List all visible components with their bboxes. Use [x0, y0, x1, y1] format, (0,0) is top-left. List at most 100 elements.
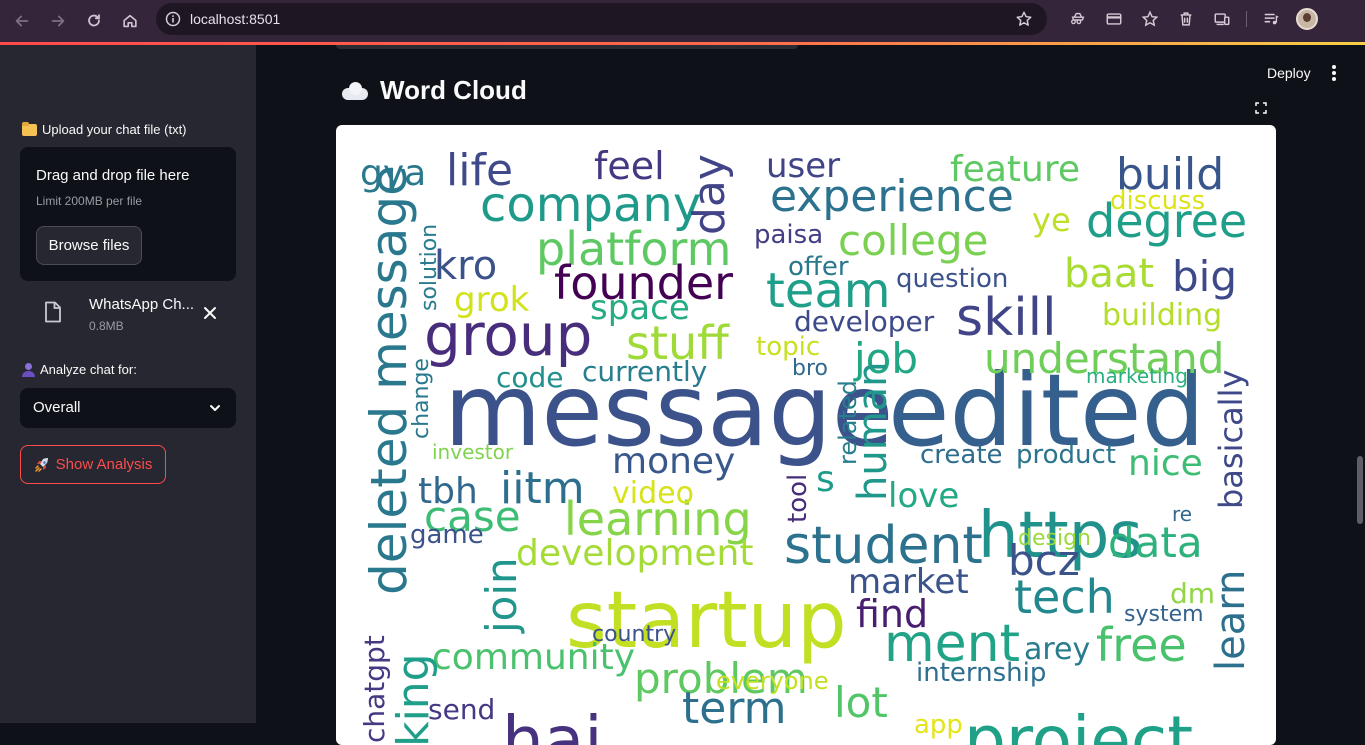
site-info-icon[interactable]	[156, 11, 190, 27]
word-cloud-word: bro	[792, 356, 828, 381]
devices-icon[interactable]	[1204, 3, 1240, 35]
word-cloud-word: free	[1096, 618, 1187, 672]
word-cloud-word: platform	[536, 222, 731, 276]
word-cloud-word: edited	[888, 352, 1205, 469]
analyze-label: Analyze chat for:	[22, 362, 137, 377]
bookmarks-icon[interactable]	[1132, 3, 1168, 35]
select-value: Overall	[33, 399, 81, 416]
word-cloud-word: baat	[1064, 251, 1154, 297]
analyze-label-text: Analyze chat for:	[40, 362, 137, 377]
address-bar[interactable]: localhost:8501	[156, 3, 1047, 35]
uploaded-file: WhatsApp Ch... 0.8MB	[20, 290, 236, 336]
word-cloud-word: marketing	[1086, 364, 1188, 388]
card-icon[interactable]	[1096, 3, 1132, 35]
remove-file-icon[interactable]	[200, 303, 220, 323]
word-cloud-word: skill	[956, 288, 1057, 348]
extension-icon[interactable]	[1060, 3, 1096, 35]
word-cloud-word: paisa	[754, 220, 823, 250]
word-cloud-word: app	[914, 710, 963, 740]
word-cloud-word: college	[838, 216, 988, 265]
word-cloud-word: term	[682, 683, 787, 734]
file-name: WhatsApp Ch...	[89, 296, 195, 313]
word-cloud-word: project	[964, 702, 1193, 745]
word-cloud-word: grok	[454, 280, 530, 320]
word-cloud-word: startup	[566, 576, 847, 666]
word-cloud-word: hai	[502, 702, 603, 745]
word-cloud-word: user	[766, 146, 840, 186]
word-cloud-word: offer	[788, 252, 849, 282]
profile-avatar[interactable]	[1289, 3, 1325, 35]
word-cloud-word: day	[684, 154, 735, 235]
word-cloud-word: problem	[634, 654, 808, 703]
word-cloud-word: human	[850, 361, 896, 501]
word-cloud-word: iitm	[500, 463, 585, 514]
word-cloud-word: big	[1172, 252, 1237, 301]
trash-icon[interactable]	[1168, 3, 1204, 35]
upload-label-text: Upload your chat file (txt)	[42, 122, 187, 137]
word-cloud-word: deleted message	[360, 165, 418, 595]
word-cloud-word: investor	[432, 440, 514, 464]
word-cloud-image: message edited startup https project hai stude…	[336, 125, 1276, 745]
word-cloud-word: join	[477, 557, 526, 634]
word-cloud-word: company	[480, 177, 701, 233]
word-cloud-word: feel	[594, 144, 665, 188]
word-cloud-word: life	[446, 145, 513, 196]
word-cloud-word: design	[1018, 526, 1091, 551]
sidebar: Upload your chat file (txt) Drag and dro…	[0, 45, 256, 723]
fullscreen-icon[interactable]	[1250, 97, 1272, 119]
word-cloud-word: bcz	[1008, 536, 1080, 585]
word-cloud-word: tech	[1014, 570, 1115, 624]
word-cloud-word: re	[1172, 502, 1192, 526]
word-cloud-word: feature	[950, 149, 1080, 190]
url-text: localhost:8501	[190, 11, 281, 27]
word-cloud-word: tool	[783, 474, 813, 523]
word-cloud-word: solution	[417, 224, 442, 311]
user-icon	[22, 362, 35, 377]
back-icon[interactable]	[4, 3, 40, 39]
media-queue-icon[interactable]	[1253, 3, 1289, 35]
word-cloud-word: ment	[884, 614, 1020, 674]
file-icon	[45, 301, 61, 323]
bookmark-star-icon[interactable]	[1015, 10, 1033, 33]
word-cloud-word: s	[816, 459, 835, 500]
word-cloud-word: ye	[1032, 201, 1071, 239]
word-cloud-word: arey	[1024, 632, 1090, 667]
word-cloud-word: discuss	[1110, 186, 1205, 216]
word-cloud-word: job	[853, 334, 918, 383]
word-cloud-word: everyone	[716, 667, 828, 695]
browser-toolbar: localhost:8501	[0, 0, 1365, 42]
file-dropzone[interactable]: Drag and drop file here Limit 200MB per …	[20, 147, 236, 281]
user-select[interactable]: Overall	[20, 388, 236, 428]
dropzone-title: Drag and drop file here	[36, 167, 190, 184]
word-cloud-word: related	[834, 380, 862, 465]
word-cloud-word: learn	[1208, 570, 1254, 671]
chevron-down-icon[interactable]	[208, 401, 222, 420]
word-cloud-word: development	[516, 533, 753, 574]
word-cloud-word: create	[920, 440, 1003, 470]
forward-icon[interactable]	[40, 3, 76, 39]
file-size: 0.8MB	[89, 319, 124, 333]
word-cloud-word: rking	[388, 653, 439, 745]
word-cloud-word: chatgpt	[358, 635, 391, 743]
main-content: Deploy Word Cloud message edited startup ht…	[256, 45, 1365, 745]
word-cloud-word: lot	[834, 678, 888, 727]
word-cloud-word: question	[896, 264, 1008, 294]
word-cloud-word: student	[784, 516, 983, 576]
word-cloud-word: build	[1116, 149, 1224, 200]
word-cloud-word: love	[888, 476, 959, 516]
home-icon[interactable]	[112, 3, 148, 39]
main-menu-icon[interactable]	[1329, 65, 1339, 81]
word-cloud-word: space	[590, 288, 690, 328]
word-cloud-word: community	[432, 637, 635, 678]
deploy-button[interactable]: Deploy	[1267, 65, 1311, 81]
word-cloud-word: code	[496, 361, 564, 394]
word-cloud-word: product	[1016, 440, 1116, 470]
word-cloud-word: market	[848, 562, 969, 602]
show-analysis-button[interactable]: Show Analysis	[20, 445, 166, 484]
word-cloud-word: find	[856, 592, 928, 636]
browse-files-button[interactable]: Browse files	[36, 226, 142, 265]
word-cloud-word: group	[424, 301, 592, 369]
reload-icon[interactable]	[76, 3, 112, 39]
page-scrollbar[interactable]	[1357, 456, 1363, 524]
